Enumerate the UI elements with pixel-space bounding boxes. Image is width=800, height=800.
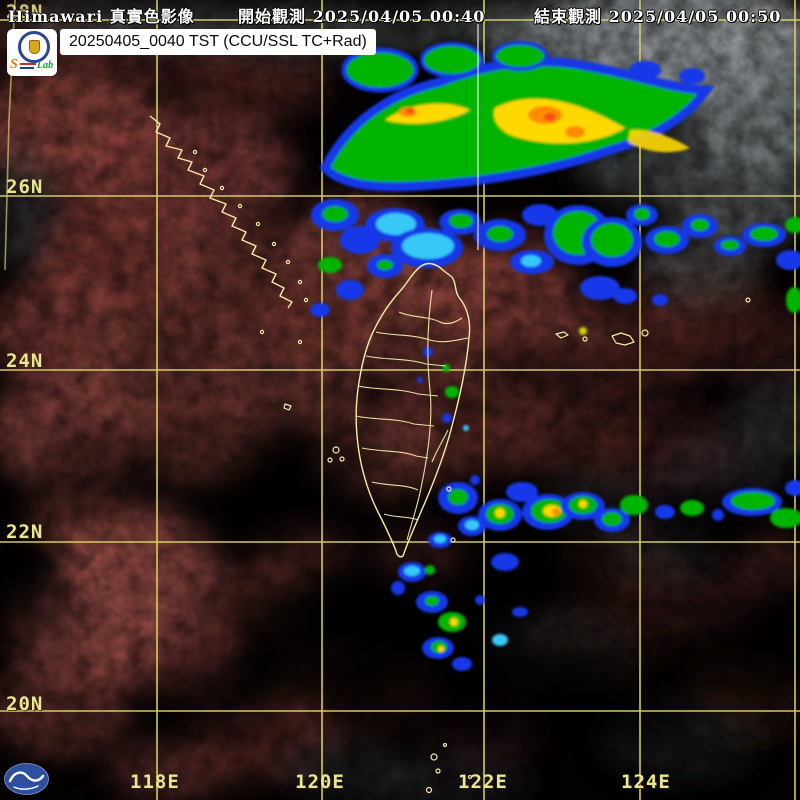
lat-label-26n: 26N <box>6 176 44 198</box>
lon-label-120e: 120E <box>295 771 345 793</box>
seal-shield-icon <box>29 40 40 54</box>
lon-label-118e: 118E <box>130 771 180 793</box>
lab-smalltext-red <box>20 63 36 65</box>
lat-label-22n: 22N <box>6 521 44 543</box>
offshore-islands <box>192 149 751 794</box>
lat-label-24n: 24N <box>6 350 44 372</box>
lab-name: Lab <box>37 60 54 71</box>
taiwan-coastline <box>355 262 471 558</box>
university-seal-icon <box>18 31 50 63</box>
lab-smalltext-blue <box>20 67 34 69</box>
china-coastline <box>149 115 293 309</box>
lab-logo-box: S Lab <box>7 29 57 76</box>
product-title: Himawari 真實色影像 <box>8 7 195 26</box>
county-boundaries <box>355 289 469 541</box>
lat-label-28n: 28N <box>6 1 44 23</box>
weather-bureau-swirl-icon <box>4 763 49 795</box>
product-tag-text: 20250405_0040 TST (CCU/SSL TC+Rad) <box>69 33 367 50</box>
coastline-layer <box>149 115 751 794</box>
lat-label-20n: 20N <box>6 693 44 715</box>
observation-end-time: 結束觀測 2025/04/05 00:50 <box>534 7 782 26</box>
product-tag-box: 20250405_0040 TST (CCU/SSL TC+Rad) <box>60 29 376 55</box>
lon-label-124e: 124E <box>621 771 671 793</box>
lab-initial: S <box>10 57 18 72</box>
lon-label-122e: 122E <box>458 771 508 793</box>
observation-start-time: 開始觀測 2025/04/05 00:40 <box>238 7 486 26</box>
radar-echo-layer <box>310 41 800 671</box>
storm-lab-wordmark: S Lab <box>10 57 54 74</box>
